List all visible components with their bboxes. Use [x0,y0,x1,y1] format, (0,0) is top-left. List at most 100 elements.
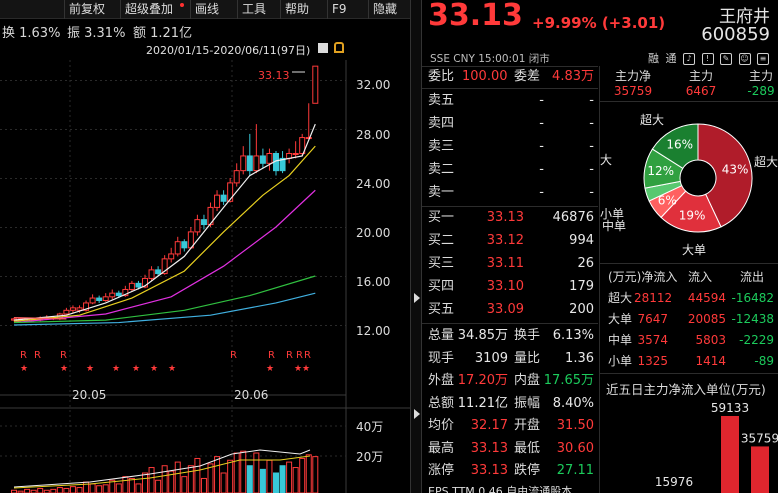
flow-table-row[interactable]: 小单 1325 1414 -89 [600,351,778,371]
flow-row-net: 28112 [634,291,673,305]
five-day-bar-label: 15976 [655,475,693,489]
stock-name: 王府井 [719,7,770,27]
bell-icon[interactable]: ♪ [683,53,695,65]
rating-marker: R [296,350,303,361]
amplitude-info: 振 3.31% [67,26,126,41]
weibi-row: 委比 100.00 委差 4.83万 [422,66,598,88]
flow-table-row[interactable]: 大单 7647 20085 -12438 [600,309,778,329]
volume-bar [30,489,37,493]
stat-value: 6.13% [552,328,594,343]
flow-table-row[interactable]: 中单 3574 5803 -2229 [600,330,778,350]
stat-value: 31.50 [556,418,594,433]
candle-body [89,297,96,304]
stock-code: 600859 [701,24,770,45]
candle-body [63,309,70,315]
star-marker: ★ [150,364,158,374]
flow-row-in: 44594 [687,291,726,305]
bid-row[interactable]: 买四 33.10 179 [422,276,598,298]
toolbar-tools[interactable]: 工具 [237,0,270,19]
toolbar-help[interactable]: 帮助 [280,0,313,19]
ma5-line [13,123,316,321]
stat-label: 总量 [428,328,455,343]
ma10-line [13,145,316,322]
volume-bar [122,476,129,493]
flow-row-name: 大单 [608,312,633,326]
candle-body [76,307,83,311]
ask-row[interactable]: 卖一 - - [422,182,598,204]
ask-row[interactable]: 卖五 - - [422,90,598,112]
last-price: 33.13 [428,0,523,33]
main-flow-value: 6467 [685,84,717,98]
stat-value: 1.36 [565,350,594,366]
star-marker: ★ [266,364,274,374]
collapse-arrow-icon[interactable] [414,409,420,419]
bid-row[interactable]: 买三 33.11 26 [422,253,598,275]
edit-icon[interactable]: ✎ [720,53,732,65]
ma60-line [13,275,316,324]
main-flow-value: 35759 [613,84,653,98]
candle-body [122,288,129,297]
stat-row: 最高 33.13 最低 30.60 [422,438,598,460]
volume-bar [96,485,103,493]
rating-marker: R [230,350,237,361]
toolbar-restore-rights[interactable]: 前复权 [64,0,109,19]
person-icon[interactable]: ☺ [738,53,751,65]
pie-legend-label: 小单 [600,207,624,221]
volume-bar [37,487,44,493]
bid-row[interactable]: 买一 33.13 46876 [422,207,598,229]
ask-label: 卖一 [428,185,455,200]
pie-legend-label: 超大 [640,112,664,127]
ask-row[interactable]: 卖三 - - [422,136,598,158]
ask-row[interactable]: 卖二 - - [422,159,598,181]
stat-value: 34.85万 [457,328,508,343]
bid-volume: 179 [569,279,594,294]
menu-icon[interactable]: ≡ [757,53,769,65]
flow-row-net: 3574 [637,333,668,347]
bid-label: 买二 [428,233,455,248]
volume-bar [168,470,175,493]
candle-body [246,155,253,172]
stat-value: 8.40% [552,395,594,411]
volume-bar [227,459,234,493]
dropdown-icon[interactable] [318,43,328,53]
volume-bar [292,467,299,493]
stat-value: 3109 [474,350,508,366]
flow-row-name: 中单 [608,333,633,347]
collapse-arrow-icon[interactable] [414,293,420,303]
bid-row[interactable]: 买二 33.12 994 [422,230,598,252]
volume-bar [279,465,286,493]
panel-splitter[interactable] [410,0,422,493]
volume-bar [214,456,221,493]
toolbar-super-overlay[interactable]: 超级叠加 [120,0,177,19]
volume-bar [200,477,207,493]
ask-row[interactable]: 卖四 - - [422,113,598,135]
toolbar-draw-line[interactable]: 画线 [190,0,223,19]
stat-label: 最低 [514,440,541,456]
volume-bar [89,483,96,493]
toolbar-hide[interactable]: 隐藏 [368,0,401,19]
volume-bar [109,479,116,493]
five-day-bar [751,446,769,493]
volume-bar [135,483,142,493]
volume-ma5-line [13,449,311,488]
toolbar-f9[interactable]: F9 [327,0,351,19]
volume-bar [161,465,168,493]
bid-price: 33.13 [486,210,524,225]
stat-value: 11.21亿 [457,395,508,411]
five-day-bar-chart: 15976 59133 35759 [655,401,778,493]
flow-table-row[interactable]: 超大 28112 44594 -16482 [600,288,778,308]
ask-label: 卖二 [428,162,455,177]
bid-row[interactable]: 买五 33.09 200 [422,299,598,321]
candle-body [83,302,90,311]
candle-body [200,219,207,226]
volume-bar [194,457,201,493]
stat-value: 33.13 [470,440,508,456]
kline-chart[interactable]: 2020/01/15-2020/06/11(97日) R R R R R R R R ★ ★ ★ ★ ★… [0,40,416,493]
ma-short-line [13,317,67,320]
candle-body [259,155,266,164]
alert-icon[interactable]: ! [701,53,714,65]
ask-volume: - [589,162,594,177]
lock-icon[interactable] [334,42,344,53]
star-marker: ★ [20,364,28,374]
